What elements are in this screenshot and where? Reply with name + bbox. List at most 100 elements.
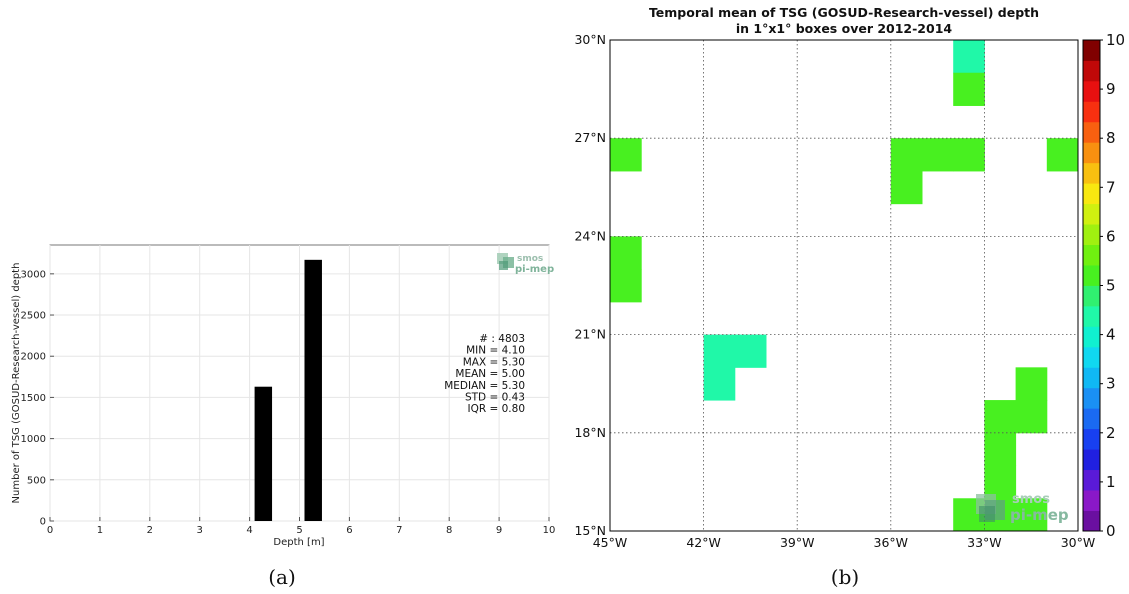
colorbar-segment bbox=[1083, 101, 1100, 123]
lon-tick-label: 45°W bbox=[593, 535, 628, 550]
stat-line: STD = 0.43 bbox=[465, 392, 525, 404]
histogram-panel: 0 1 2 3 4 5 6 7 8 9 10 0 500 1000 1500 2000 2500 3000 De… bbox=[11, 244, 556, 589]
y-tick-label: 1500 bbox=[21, 393, 46, 404]
x-tick-label: 3 bbox=[197, 525, 203, 536]
x-tick-label: 7 bbox=[396, 525, 402, 536]
y-tick-label: 3000 bbox=[21, 269, 46, 280]
map-title-line1: Temporal mean of TSG (GOSUD-Research-ves… bbox=[649, 5, 1039, 20]
x-tick-label: 8 bbox=[446, 525, 452, 536]
colorbar-segment bbox=[1083, 387, 1100, 409]
map-cell bbox=[1015, 367, 1048, 401]
colorbar-segment bbox=[1083, 510, 1100, 532]
colorbar-segment bbox=[1083, 326, 1100, 348]
colorbar-segment bbox=[1083, 469, 1100, 491]
colorbar-tick-label: 0 bbox=[1106, 522, 1116, 540]
x-tick-label: 9 bbox=[496, 525, 502, 536]
lat-tick-label: 24°N bbox=[574, 228, 606, 243]
colorbar-tick-label: 2 bbox=[1106, 424, 1116, 442]
stat-line: MAX = 5.30 bbox=[463, 356, 525, 368]
colorbar-segment bbox=[1083, 80, 1100, 102]
colorbar-segment bbox=[1083, 285, 1100, 307]
colorbar-segment bbox=[1083, 490, 1100, 511]
colorbar-tick-label: 3 bbox=[1106, 375, 1116, 393]
map-cell bbox=[1015, 400, 1048, 434]
lat-tick-label: 30°N bbox=[574, 32, 606, 47]
histogram-bar bbox=[254, 386, 273, 521]
map-cell bbox=[1046, 138, 1079, 172]
smos-logo-a: smos pi-mep bbox=[497, 253, 554, 275]
map-cell bbox=[734, 334, 767, 368]
colorbar-segment bbox=[1083, 346, 1100, 368]
map-cell bbox=[610, 236, 642, 270]
colorbar-ticks: 0 1 2 3 4 5 6 7 8 9 10 bbox=[1100, 31, 1125, 540]
x-tick-label: 4 bbox=[246, 525, 252, 536]
lon-tick-label: 42°W bbox=[686, 535, 721, 550]
y-tick-label: 0 bbox=[40, 517, 46, 528]
map-cell bbox=[922, 138, 954, 172]
colorbar-segment bbox=[1083, 203, 1100, 225]
x-tick-label: 10 bbox=[543, 525, 556, 536]
colorbar-tick-label: 9 bbox=[1106, 80, 1116, 98]
stat-line: # : 4803 bbox=[479, 333, 525, 345]
map-x-ticks: 45°W 42°W 39°W 36°W 33°W 30°W bbox=[593, 535, 1096, 550]
map-cell bbox=[953, 72, 985, 106]
colorbar-tick-label: 1 bbox=[1106, 473, 1116, 491]
map-cell bbox=[703, 367, 736, 401]
colorbar-tick-label: 10 bbox=[1106, 31, 1125, 49]
colorbar-tick-label: 4 bbox=[1106, 326, 1116, 344]
colorbar-segment bbox=[1083, 408, 1100, 430]
lat-tick-label: 18°N bbox=[574, 425, 606, 440]
map-cell bbox=[890, 170, 923, 205]
stat-line: MEAN = 5.00 bbox=[455, 368, 525, 380]
map-cell bbox=[984, 465, 1017, 499]
map-cell bbox=[610, 269, 642, 303]
colorbar-segment bbox=[1083, 40, 1100, 61]
x-tick-label: 5 bbox=[296, 525, 302, 536]
map-cells bbox=[610, 40, 1079, 532]
colorbar-segment bbox=[1083, 142, 1100, 164]
map-cell bbox=[1015, 498, 1048, 532]
x-tick-label: 1 bbox=[97, 525, 103, 536]
lon-tick-label: 33°W bbox=[967, 535, 1002, 550]
map-cell bbox=[703, 334, 736, 368]
colorbar-segment bbox=[1083, 162, 1100, 184]
x-tick-label: 6 bbox=[346, 525, 352, 536]
lat-tick-label: 15°N bbox=[574, 523, 606, 538]
colorbar-segment bbox=[1083, 183, 1100, 205]
map-y-ticks: 15°N 18°N 21°N 24°N 27°N 30°N bbox=[574, 32, 606, 538]
lon-tick-label: 39°W bbox=[780, 535, 815, 550]
colorbar-segment bbox=[1083, 428, 1100, 450]
histogram-bars bbox=[254, 259, 322, 521]
x-tick-label: 0 bbox=[47, 525, 53, 536]
colorbar-tick-label: 5 bbox=[1106, 277, 1116, 295]
smos-logo-b: smos pi-mep bbox=[976, 492, 1069, 524]
colorbar-tick-label: 8 bbox=[1106, 129, 1116, 147]
lon-tick-label: 36°W bbox=[874, 535, 909, 550]
colorbar-segment bbox=[1083, 244, 1100, 266]
histogram-y-ticks: 0 500 1000 1500 2000 2500 3000 bbox=[21, 269, 54, 528]
map-panel: Temporal mean of TSG (GOSUD-Research-ves… bbox=[574, 5, 1125, 589]
colorbar-segment bbox=[1083, 367, 1100, 389]
stat-line: IQR = 0.80 bbox=[467, 403, 525, 415]
histogram-y-axis-label: Number of TSG (GOSUD-Research-vessel) de… bbox=[11, 263, 22, 504]
logo-line2: pi-mep bbox=[1010, 506, 1069, 524]
x-tick-label: 2 bbox=[147, 525, 153, 536]
logo-line1: smos bbox=[1012, 492, 1050, 507]
y-tick-label: 2000 bbox=[21, 352, 46, 363]
lon-tick-label: 30°W bbox=[1061, 535, 1096, 550]
colorbar-segment bbox=[1083, 121, 1100, 143]
histogram-grid bbox=[49, 245, 550, 522]
y-tick-label: 500 bbox=[27, 475, 46, 486]
colorbar-segment bbox=[1083, 60, 1100, 82]
colorbar bbox=[1082, 39, 1101, 532]
y-tick-label: 2500 bbox=[21, 311, 46, 322]
histogram-bar bbox=[304, 259, 322, 521]
colorbar-tick-label: 6 bbox=[1106, 227, 1116, 245]
colorbar-tick-label: 7 bbox=[1106, 178, 1116, 196]
caption-b: (b) bbox=[831, 565, 859, 589]
y-tick-label: 1000 bbox=[21, 434, 46, 445]
stat-line: MEDIAN = 5.30 bbox=[444, 380, 525, 392]
colorbar-segment bbox=[1083, 265, 1100, 286]
